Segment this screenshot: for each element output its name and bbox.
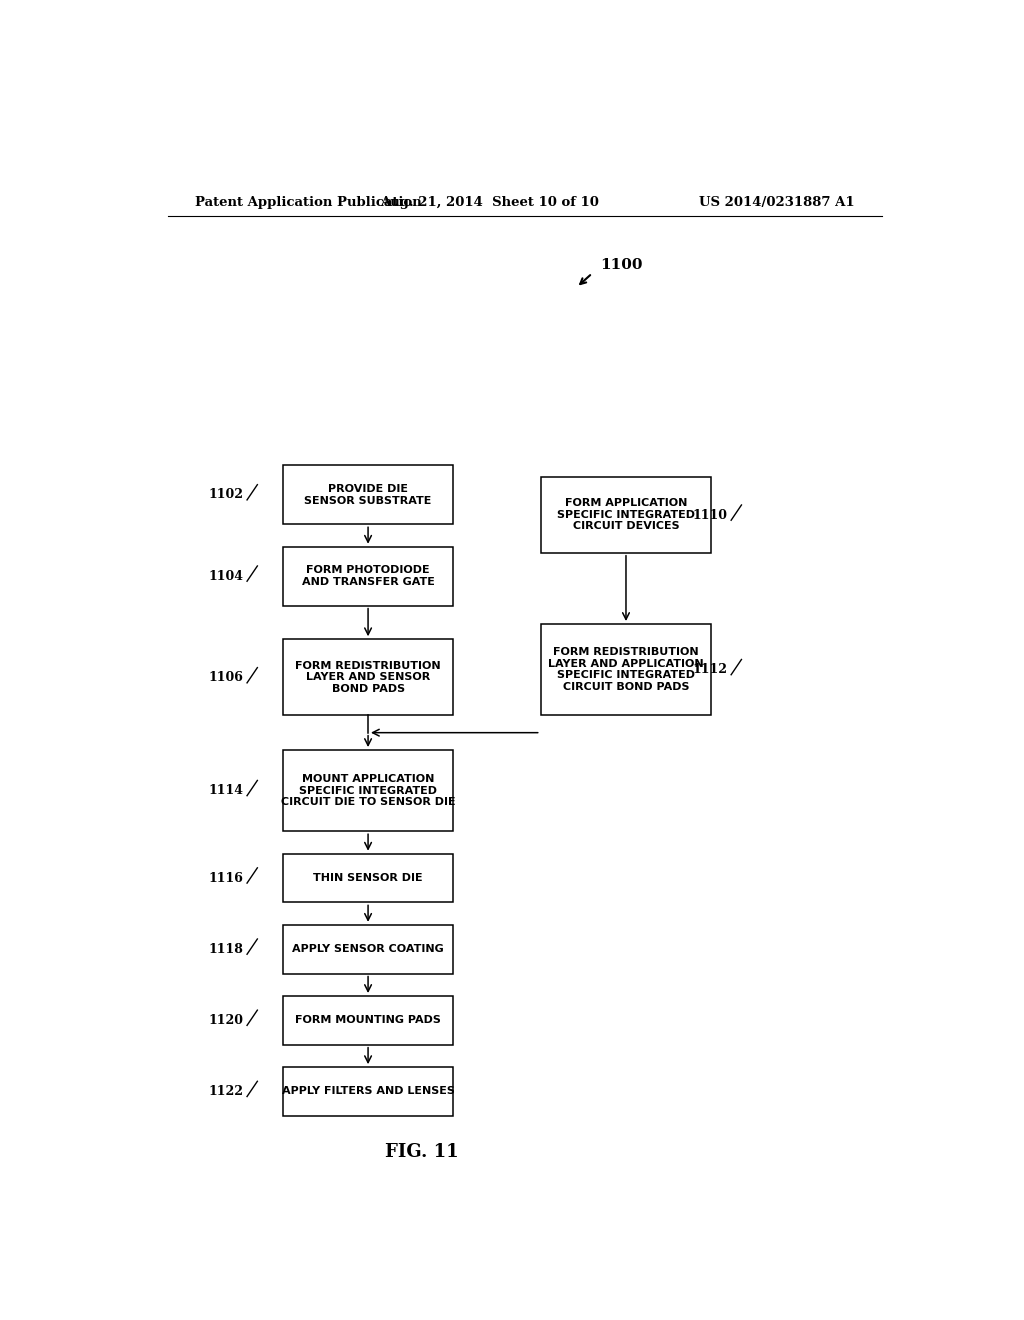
Text: 1104: 1104 [208, 570, 243, 582]
Text: FORM APPLICATION
SPECIFIC INTEGRATED
CIRCUIT DEVICES: FORM APPLICATION SPECIFIC INTEGRATED CIR… [557, 498, 695, 531]
Text: 1122: 1122 [208, 1085, 243, 1098]
FancyBboxPatch shape [541, 477, 712, 553]
Text: PROVIDE DIE
SENSOR SUBSTRATE: PROVIDE DIE SENSOR SUBSTRATE [304, 484, 432, 506]
Text: Patent Application Publication: Patent Application Publication [196, 195, 422, 209]
Text: APPLY SENSOR COATING: APPLY SENSOR COATING [292, 944, 444, 954]
FancyBboxPatch shape [283, 854, 454, 903]
Text: FIG. 11: FIG. 11 [385, 1143, 459, 1162]
Text: FORM REDISTRIBUTION
LAYER AND SENSOR
BOND PADS: FORM REDISTRIBUTION LAYER AND SENSOR BON… [295, 661, 441, 694]
Text: 1112: 1112 [692, 663, 727, 676]
Text: APPLY FILTERS AND LENSES: APPLY FILTERS AND LENSES [282, 1086, 455, 1097]
FancyBboxPatch shape [283, 466, 454, 524]
Text: 1100: 1100 [600, 259, 643, 272]
Text: FORM REDISTRIBUTION
LAYER AND APPLICATION
SPECIFIC INTEGRATED
CIRCUIT BOND PADS: FORM REDISTRIBUTION LAYER AND APPLICATIO… [548, 647, 703, 692]
FancyBboxPatch shape [283, 639, 454, 715]
FancyBboxPatch shape [283, 995, 454, 1044]
Text: 1114: 1114 [208, 784, 243, 797]
FancyBboxPatch shape [541, 624, 712, 715]
FancyBboxPatch shape [283, 925, 454, 974]
Text: 1116: 1116 [208, 871, 243, 884]
Text: MOUNT APPLICATION
SPECIFIC INTEGRATED
CIRCUIT DIE TO SENSOR DIE: MOUNT APPLICATION SPECIFIC INTEGRATED CI… [281, 774, 456, 808]
Text: 1118: 1118 [208, 942, 243, 956]
Text: FORM MOUNTING PADS: FORM MOUNTING PADS [295, 1015, 441, 1026]
Text: US 2014/0231887 A1: US 2014/0231887 A1 [698, 195, 854, 209]
FancyBboxPatch shape [283, 1067, 454, 1115]
Text: 1120: 1120 [208, 1014, 243, 1027]
Text: Aug. 21, 2014  Sheet 10 of 10: Aug. 21, 2014 Sheet 10 of 10 [380, 195, 598, 209]
Text: 1110: 1110 [692, 508, 727, 521]
FancyBboxPatch shape [283, 546, 454, 606]
Text: 1102: 1102 [208, 488, 243, 502]
Text: 1106: 1106 [208, 672, 243, 684]
Text: FORM PHOTODIODE
AND TRANSFER GATE: FORM PHOTODIODE AND TRANSFER GATE [302, 565, 434, 587]
FancyBboxPatch shape [283, 750, 454, 832]
Text: THIN SENSOR DIE: THIN SENSOR DIE [313, 873, 423, 883]
